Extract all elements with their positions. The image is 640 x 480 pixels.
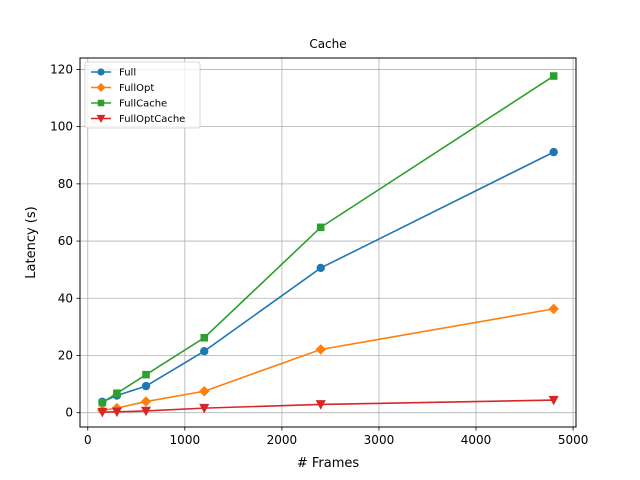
legend-marker-fullcache — [97, 99, 105, 107]
data-point-fulloptcache — [315, 400, 326, 410]
legend-item-fulloptcache: FullOptCache — [91, 114, 185, 125]
legend-box — [84, 61, 201, 129]
data-point-fulloptcache — [548, 395, 559, 406]
y-tick-label: 120 — [50, 62, 73, 76]
grid-lines — [80, 58, 576, 427]
data-point-fullopt — [198, 385, 210, 397]
x-tick-label: 0 — [84, 433, 92, 447]
legend-item-fullopt: FullOpt — [91, 83, 154, 94]
legend: Full FullOpt FullCache FullOptCache — [84, 61, 201, 129]
y-tick-label: 0 — [65, 406, 73, 420]
data-point-fullcache — [549, 72, 558, 80]
data-point-fullcache — [142, 370, 150, 379]
legend-item-full: Full — [91, 68, 136, 79]
chart-title: Cache — [309, 37, 346, 51]
data-point-fulloptcache — [97, 407, 108, 418]
data-point-fullopt — [315, 344, 326, 355]
data-point-fulloptcache — [140, 406, 152, 417]
series-layer — [97, 72, 559, 418]
data-point-fullcache — [316, 223, 325, 232]
data-point-fullcache — [200, 333, 209, 342]
y-tick-label: 60 — [58, 234, 73, 248]
x-tick-label: 3000 — [364, 433, 395, 447]
y-tick-label: 80 — [58, 177, 73, 191]
y-axis-label: Latency (s) — [24, 206, 39, 278]
axis-ticks: 0 1000 2000 3000 4000 5000 0 20 40 60 80 100 120 — [50, 62, 588, 447]
legend-label-full: Full — [119, 68, 136, 79]
data-point-fullopt — [548, 303, 559, 315]
y-tick-label: 100 — [50, 120, 73, 134]
data-point-fullcache — [113, 389, 121, 398]
legend-marker-fullopt — [96, 83, 106, 92]
legend-marker-full — [97, 68, 105, 76]
series-fulloptcache — [97, 395, 559, 418]
legend-label-fullcache: FullCache — [119, 99, 167, 110]
x-tick-label: 4000 — [461, 433, 492, 447]
legend-marker-fulloptcache — [96, 114, 106, 124]
data-point-fulloptcache — [111, 407, 122, 418]
x-axis-label: # Frames — [297, 456, 360, 471]
legend-label-fulloptcache: FullOptCache — [119, 114, 185, 125]
x-tick-label: 2000 — [267, 433, 298, 447]
legend-item-fullcache: FullCache — [91, 99, 167, 110]
data-point-full — [549, 147, 558, 157]
legend-label-fullopt: FullOpt — [119, 83, 154, 94]
data-point-fullopt — [140, 396, 152, 407]
x-tick-label: 5000 — [558, 433, 589, 447]
series-fullcache — [98, 72, 558, 407]
data-point-full — [141, 381, 151, 391]
x-tick-label: 1000 — [170, 433, 201, 447]
y-tick-label: 40 — [58, 291, 73, 305]
y-tick-label: 20 — [58, 348, 73, 362]
data-point-fullcache — [98, 398, 107, 407]
data-point-fulloptcache — [199, 403, 210, 414]
data-point-full — [316, 263, 325, 273]
plot-frame — [79, 57, 577, 428]
data-point-full — [200, 346, 209, 356]
